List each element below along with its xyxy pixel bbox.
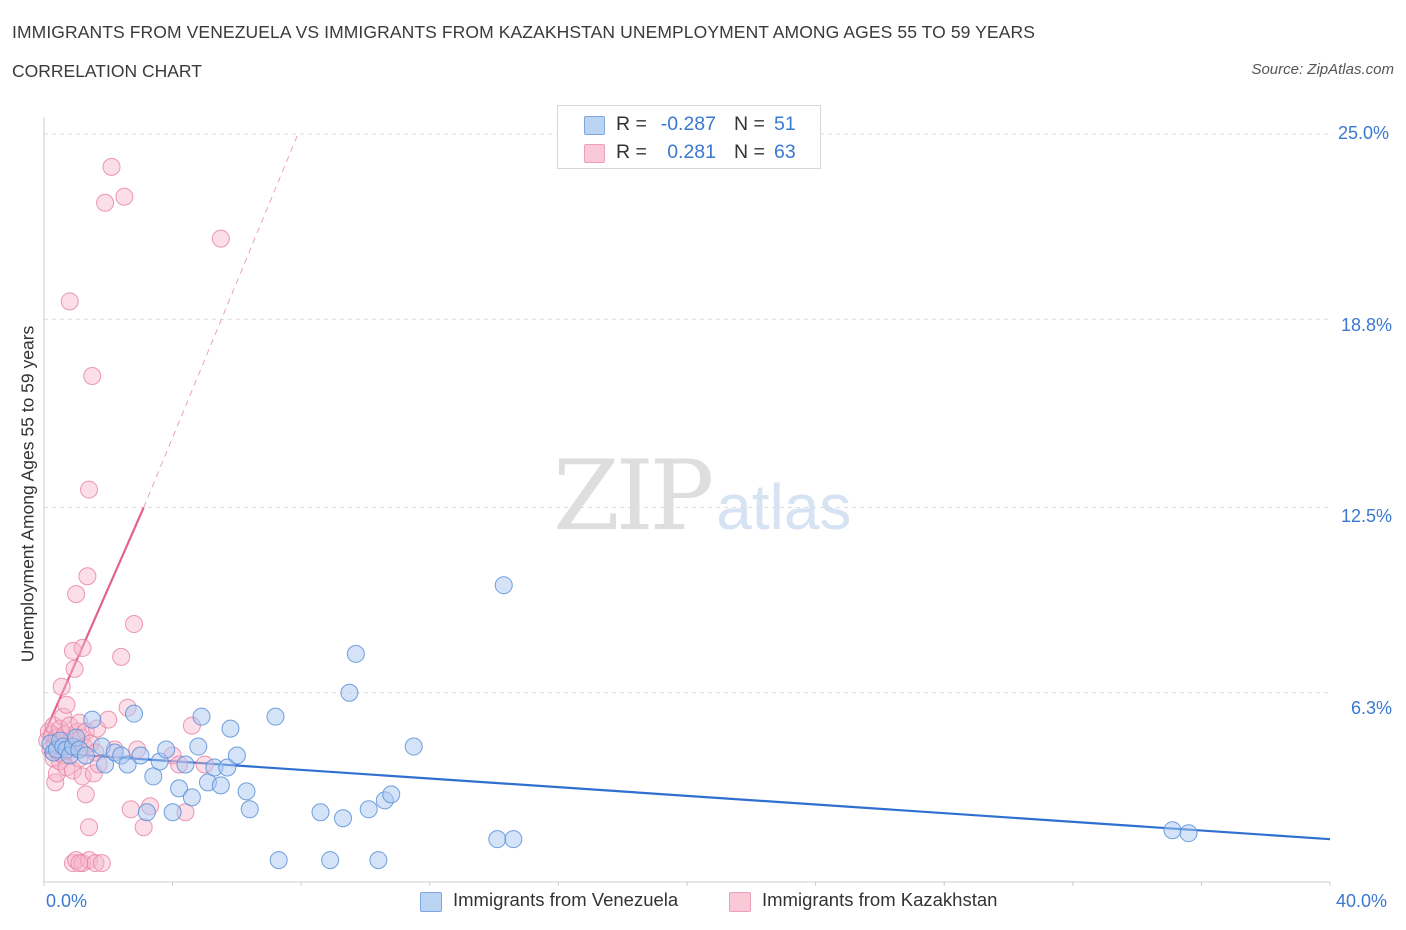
correlation-legend: R = -0.287 N = 51 R = 0.281 N = 63 xyxy=(557,105,821,169)
venezuela-point xyxy=(240,800,259,819)
kazakhstan-point xyxy=(134,818,153,837)
venezuela-point xyxy=(221,719,240,738)
venezuela-points xyxy=(41,576,1198,870)
kazakhstan-point xyxy=(112,647,131,666)
kazakhstan-point xyxy=(65,659,84,678)
venezuela-point xyxy=(1163,821,1182,840)
venezuela-point xyxy=(227,746,246,765)
series-label-kazakhstan: Immigrants from Kazakhstan xyxy=(762,889,998,910)
venezuela-point xyxy=(83,710,102,729)
venezuela-point xyxy=(488,830,507,849)
kazakhstan-point xyxy=(92,854,111,873)
kazakhstan-point xyxy=(73,767,92,786)
kazakhstan-point xyxy=(99,710,118,729)
trend-lines xyxy=(42,133,1331,841)
trend-line-kazakhstan xyxy=(42,507,145,736)
legend-n-value: 63 xyxy=(774,141,796,163)
zipatlas-watermark: ZIPatlas xyxy=(553,440,851,552)
y-axis-label: Unemployment Among Ages 55 to 59 years xyxy=(17,325,38,663)
watermark-zip: ZIP xyxy=(553,440,714,552)
venezuela-point xyxy=(192,707,211,726)
kazakhstan-point xyxy=(60,292,79,311)
venezuela-point xyxy=(382,785,401,804)
legend-swatch-kazakhstan xyxy=(584,144,605,163)
venezuela-point xyxy=(211,776,230,795)
venezuela-point xyxy=(504,830,523,849)
venezuela-point xyxy=(118,755,137,774)
venezuela-point xyxy=(182,788,201,807)
kazakhstan-point xyxy=(86,854,105,873)
kazakhstan-point xyxy=(96,193,115,212)
venezuela-point xyxy=(218,758,237,777)
venezuela-point xyxy=(189,737,208,756)
kazakhstan-point xyxy=(115,187,134,206)
axes xyxy=(43,117,1331,886)
y-tick-label-25: 25.0% xyxy=(1338,123,1390,143)
trend-line-venezuela xyxy=(43,751,1331,841)
kazakhstan-point xyxy=(73,638,92,657)
kazakhstan-point xyxy=(125,615,144,634)
y-tick-label-18-8: 18.8% xyxy=(1341,315,1393,335)
series-swatch-kazakhstan xyxy=(729,892,751,912)
legend-r-label: R = xyxy=(616,141,647,163)
kazakhstan-point xyxy=(80,818,99,837)
legend-n-label: N = xyxy=(734,113,765,135)
venezuela-point xyxy=(96,755,115,774)
venezuela-point xyxy=(346,644,365,663)
series-swatch-venezuela xyxy=(420,892,442,912)
legend-swatch-venezuela xyxy=(584,116,605,135)
venezuela-point xyxy=(266,707,285,726)
kazakhstan-point xyxy=(70,854,89,873)
venezuela-point xyxy=(157,740,176,759)
x-tick-label-min: 0.0% xyxy=(46,891,88,911)
kazakhstan-point xyxy=(83,367,102,386)
kazakhstan-point xyxy=(121,800,140,819)
venezuela-point xyxy=(494,576,513,595)
legend-r-value: -0.287 xyxy=(660,113,716,135)
venezuela-point xyxy=(359,800,378,819)
chart-title: IMMIGRANTS FROM VENEZUELA VS IMMIGRANTS … xyxy=(12,22,1035,42)
venezuela-point xyxy=(176,755,195,774)
kazakhstan-point xyxy=(78,567,97,586)
venezuela-point xyxy=(311,803,330,822)
kazakhstan-point xyxy=(76,785,95,804)
venezuela-point xyxy=(144,767,163,786)
kazakhstan-point xyxy=(57,695,76,714)
legend-r-label: R = xyxy=(616,113,647,135)
venezuela-point xyxy=(1179,824,1198,843)
x-tick-label-max: 40.0% xyxy=(1336,891,1388,911)
venezuela-point xyxy=(125,704,144,723)
venezuela-point xyxy=(163,803,182,822)
series-label-venezuela: Immigrants from Venezuela xyxy=(453,889,679,910)
grid-lines xyxy=(44,133,1330,694)
venezuela-point xyxy=(237,782,256,801)
kazakhstan-point xyxy=(54,707,73,726)
kazakhstan-point xyxy=(67,585,86,604)
venezuela-point xyxy=(404,737,423,756)
venezuela-point xyxy=(170,779,189,798)
legend-n-value: 51 xyxy=(774,113,796,135)
kazakhstan-point xyxy=(52,677,71,696)
y-tick-label-12-5: 12.5% xyxy=(1341,506,1393,526)
venezuela-point xyxy=(321,851,340,870)
kazakhstan-point xyxy=(63,641,82,660)
kazakhstan-point xyxy=(46,773,65,792)
kazakhstan-point xyxy=(211,229,230,248)
y-tick-label-6-3: 6.3% xyxy=(1351,698,1393,718)
kazakhstan-point xyxy=(80,480,99,499)
source-credit: Source: ZipAtlas.com xyxy=(1251,61,1394,78)
chart-subtitle: CORRELATION CHART xyxy=(12,61,202,81)
venezuela-point xyxy=(137,803,156,822)
venezuela-point xyxy=(369,851,388,870)
venezuela-point xyxy=(269,851,288,870)
venezuela-point xyxy=(131,746,150,765)
venezuela-point xyxy=(340,683,359,702)
venezuela-point xyxy=(333,809,352,828)
trend-line-kazakhstan-extended xyxy=(143,133,299,508)
venezuela-point xyxy=(76,746,95,765)
kazakhstan-point xyxy=(102,157,121,176)
legend-n-label: N = xyxy=(734,141,765,163)
legend-r-value: 0.281 xyxy=(667,141,716,163)
